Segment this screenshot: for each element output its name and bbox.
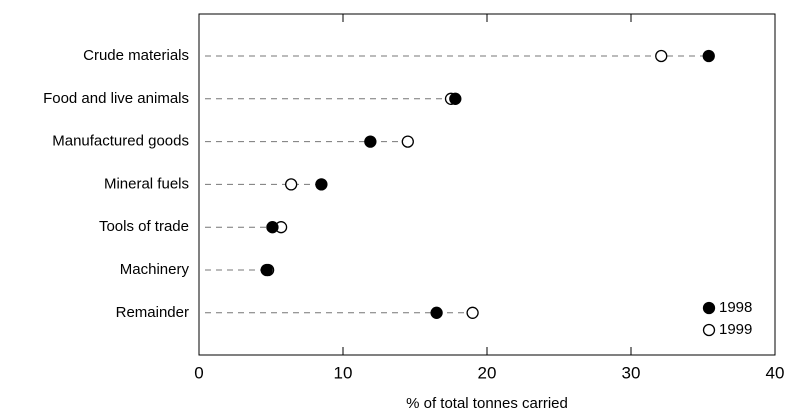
dot: [702, 49, 715, 63]
y-tick-label: Machinery: [120, 261, 190, 278]
dot: [364, 135, 377, 148]
x-tick-label: 10: [334, 363, 353, 382]
dot: [655, 49, 668, 63]
legend-label: 1998: [719, 299, 752, 316]
x-tick-label: 0: [194, 363, 203, 382]
legend-marker: [702, 323, 716, 337]
y-tick-label: Mineral fuels: [104, 175, 189, 192]
x-tick-label: 40: [766, 363, 785, 382]
dot: [285, 178, 298, 191]
dot: [266, 221, 279, 234]
y-tick-label: Crude materials: [83, 47, 189, 64]
x-tick-label: 20: [478, 363, 497, 382]
dot: [260, 263, 273, 277]
x-axis-label: % of total tonnes carried: [406, 395, 568, 412]
dot: [401, 135, 414, 148]
legend-label: 1999: [719, 321, 752, 338]
legend-marker: [702, 301, 716, 315]
y-tick-label: Tools of trade: [99, 218, 189, 235]
y-tick-label: Food and live animals: [43, 90, 189, 107]
dot: [466, 306, 479, 319]
y-tick-label: Manufactured goods: [52, 133, 189, 150]
y-tick-label: Remainder: [116, 304, 189, 321]
x-tick-label: 30: [622, 363, 641, 382]
dot: [430, 306, 443, 319]
dot: [315, 178, 328, 191]
dot: [449, 92, 462, 105]
